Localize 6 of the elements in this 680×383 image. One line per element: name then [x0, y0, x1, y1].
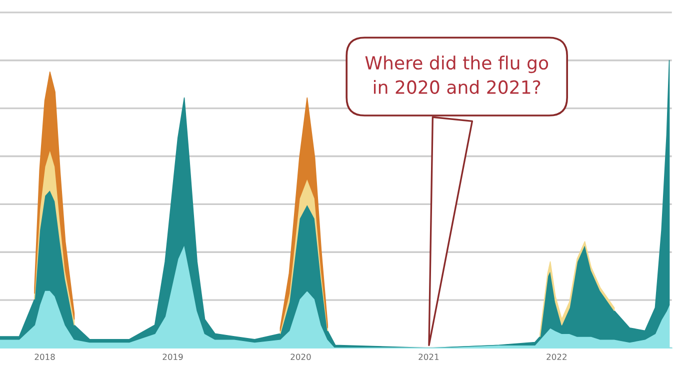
x-tick-label: 2021: [418, 354, 439, 360]
x-tick-label: 2022: [546, 354, 566, 360]
annotation: Where did the flu go in 2020 and 2021?: [365, 56, 548, 94]
x-tick-label: 2018: [34, 354, 55, 360]
x-tick-label: 2019: [162, 354, 183, 360]
x-tick-label: 2020: [290, 354, 311, 360]
